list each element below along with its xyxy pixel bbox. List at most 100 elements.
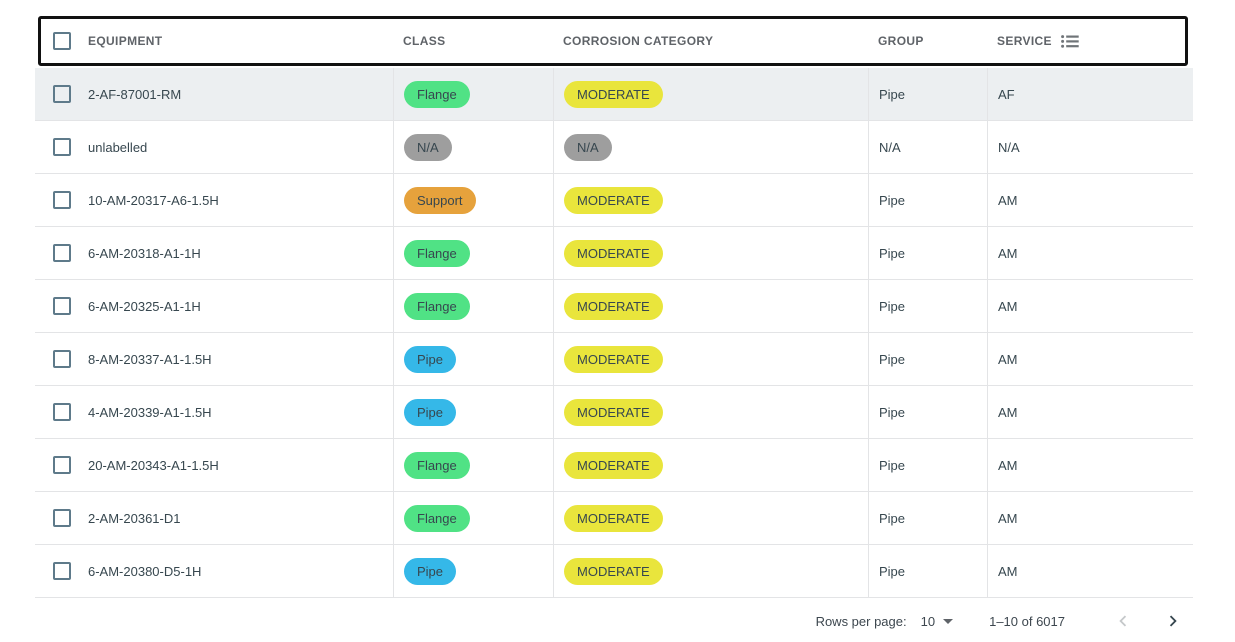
corrosion-category-cell: MODERATE <box>553 227 868 279</box>
corrosion-category-cell: MODERATE <box>553 280 868 332</box>
group-value: Pipe <box>879 245 906 261</box>
next-page-button[interactable] <box>1161 609 1185 633</box>
equipment-cell: 2-AM-20361-D1 <box>35 492 393 544</box>
service-value: AM <box>998 404 1018 420</box>
header-label-service: SERVICE <box>997 34 1052 48</box>
equipment-table: EQUIPMENT CLASS CORROSION CATEGORY GROUP… <box>35 16 1193 598</box>
table-row[interactable]: 10-AM-20317-A6-1.5H Support MODERATE Pip… <box>35 174 1193 227</box>
corrosion-badge: MODERATE <box>564 504 663 532</box>
equipment-name: unlabelled <box>88 139 148 155</box>
row-checkbox[interactable] <box>53 456 71 474</box>
service-cell: AM <box>987 333 1193 385</box>
table-row[interactable]: 20-AM-20343-A1-1.5H Flange MODERATE Pipe… <box>35 439 1193 492</box>
table-row[interactable]: 6-AM-20318-A1-1H Flange MODERATE Pipe AM <box>35 227 1193 280</box>
row-checkbox[interactable] <box>53 138 71 156</box>
rows-per-page-label: Rows per page: <box>815 613 907 629</box>
equipment-cell: unlabelled <box>35 121 393 173</box>
table-row[interactable]: 6-AM-20380-D5-1H Pipe MODERATE Pipe AM <box>35 545 1193 598</box>
corrosion-badge: MODERATE <box>564 345 663 373</box>
service-cell: AM <box>987 386 1193 438</box>
list-icon[interactable] <box>1061 34 1079 49</box>
class-cell: Flange <box>393 227 553 279</box>
row-checkbox[interactable] <box>53 562 71 580</box>
group-cell: Pipe <box>868 545 987 597</box>
group-cell: Pipe <box>868 68 987 120</box>
equipment-cell: 6-AM-20380-D5-1H <box>35 545 393 597</box>
corrosion-badge: MODERATE <box>564 239 663 267</box>
corrosion-badge: MODERATE <box>564 80 663 108</box>
group-cell: Pipe <box>868 333 987 385</box>
group-cell: Pipe <box>868 280 987 332</box>
chevron-right-icon <box>1162 610 1184 632</box>
class-badge: Flange <box>404 451 470 479</box>
corrosion-badge: N/A <box>564 133 612 161</box>
equipment-name: 20-AM-20343-A1-1.5H <box>88 457 219 473</box>
prev-page-button[interactable] <box>1111 609 1135 633</box>
service-cell: AM <box>987 439 1193 491</box>
group-value: Pipe <box>879 192 906 208</box>
select-all-checkbox[interactable] <box>53 32 71 50</box>
group-value: Pipe <box>879 457 906 473</box>
class-badge: Flange <box>404 504 470 532</box>
service-value: AM <box>998 457 1018 473</box>
equipment-cell: 8-AM-20337-A1-1.5H <box>35 333 393 385</box>
row-checkbox[interactable] <box>53 403 71 421</box>
table-row[interactable]: 6-AM-20325-A1-1H Flange MODERATE Pipe AM <box>35 280 1193 333</box>
corrosion-badge: MODERATE <box>564 186 663 214</box>
service-value: AM <box>998 192 1018 208</box>
service-cell: AF <box>987 68 1193 120</box>
group-value: Pipe <box>879 298 906 314</box>
service-cell: N/A <box>987 121 1193 173</box>
row-checkbox[interactable] <box>53 509 71 527</box>
row-checkbox[interactable] <box>53 191 71 209</box>
service-cell: AM <box>987 492 1193 544</box>
chevron-left-icon <box>1112 610 1134 632</box>
rows-per-page-value: 10 <box>920 613 936 629</box>
table-row[interactable]: 4-AM-20339-A1-1.5H Pipe MODERATE Pipe AM <box>35 386 1193 439</box>
equipment-name: 6-AM-20325-A1-1H <box>88 298 201 314</box>
header-cell-class[interactable]: CLASS <box>393 19 553 63</box>
class-cell: Flange <box>393 280 553 332</box>
group-cell: N/A <box>868 121 987 173</box>
header-cell-corrosion-category[interactable]: CORROSION CATEGORY <box>553 19 868 63</box>
corrosion-category-cell: MODERATE <box>553 386 868 438</box>
rows-per-page-select[interactable]: 10 <box>920 613 954 629</box>
equipment-name: 8-AM-20337-A1-1.5H <box>88 351 212 367</box>
equipment-name: 2-AM-20361-D1 <box>88 510 181 526</box>
service-cell: AM <box>987 227 1193 279</box>
equipment-cell: 20-AM-20343-A1-1.5H <box>35 439 393 491</box>
group-value: Pipe <box>879 351 906 367</box>
table-row[interactable]: 2-AM-20361-D1 Flange MODERATE Pipe AM <box>35 492 1193 545</box>
corrosion-category-cell: MODERATE <box>553 545 868 597</box>
row-checkbox[interactable] <box>53 350 71 368</box>
class-cell: N/A <box>393 121 553 173</box>
group-value: Pipe <box>879 510 906 526</box>
service-cell: AM <box>987 280 1193 332</box>
equipment-name: 2-AF-87001-RM <box>88 86 182 102</box>
group-value: Pipe <box>879 404 906 420</box>
table-row[interactable]: 8-AM-20337-A1-1.5H Pipe MODERATE Pipe AM <box>35 333 1193 386</box>
corrosion-category-cell: N/A <box>553 121 868 173</box>
group-cell: Pipe <box>868 492 987 544</box>
table-row[interactable]: unlabelled N/A N/A N/A N/A <box>35 121 1193 174</box>
header-cell-service[interactable]: SERVICE <box>987 19 1185 63</box>
table-row[interactable]: 2-AF-87001-RM Flange MODERATE Pipe AF <box>35 68 1193 121</box>
class-badge: Flange <box>404 292 470 320</box>
caret-down-icon <box>943 618 954 624</box>
corrosion-category-cell: MODERATE <box>553 439 868 491</box>
service-value: AF <box>998 86 1015 102</box>
corrosion-category-cell: MODERATE <box>553 492 868 544</box>
group-cell: Pipe <box>868 386 987 438</box>
class-badge: Pipe <box>404 557 457 585</box>
equipment-cell: 10-AM-20317-A6-1.5H <box>35 174 393 226</box>
service-cell: AM <box>987 545 1193 597</box>
class-badge: Flange <box>404 80 470 108</box>
header-cell-group[interactable]: GROUP <box>868 19 987 63</box>
row-checkbox[interactable] <box>53 244 71 262</box>
row-checkbox[interactable] <box>53 85 71 103</box>
header-label-class: CLASS <box>403 34 446 48</box>
equipment-name: 6-AM-20318-A1-1H <box>88 245 201 261</box>
row-checkbox[interactable] <box>53 297 71 315</box>
corrosion-badge: MODERATE <box>564 557 663 585</box>
equipment-cell: 4-AM-20339-A1-1.5H <box>35 386 393 438</box>
